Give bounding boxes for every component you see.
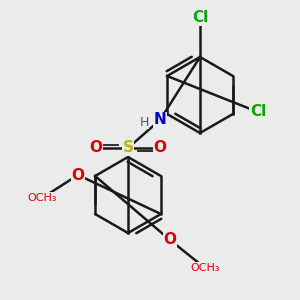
Text: N: N <box>154 112 166 128</box>
Text: S: S <box>122 140 134 155</box>
Text: H: H <box>139 116 149 128</box>
Text: OCH₃: OCH₃ <box>190 263 220 273</box>
Text: Cl: Cl <box>250 104 266 119</box>
Text: Cl: Cl <box>192 11 208 26</box>
Text: O: O <box>164 232 176 247</box>
Text: O: O <box>71 167 85 182</box>
Text: OCH₃: OCH₃ <box>27 193 57 203</box>
Text: O: O <box>89 140 103 155</box>
Text: O: O <box>154 140 166 155</box>
